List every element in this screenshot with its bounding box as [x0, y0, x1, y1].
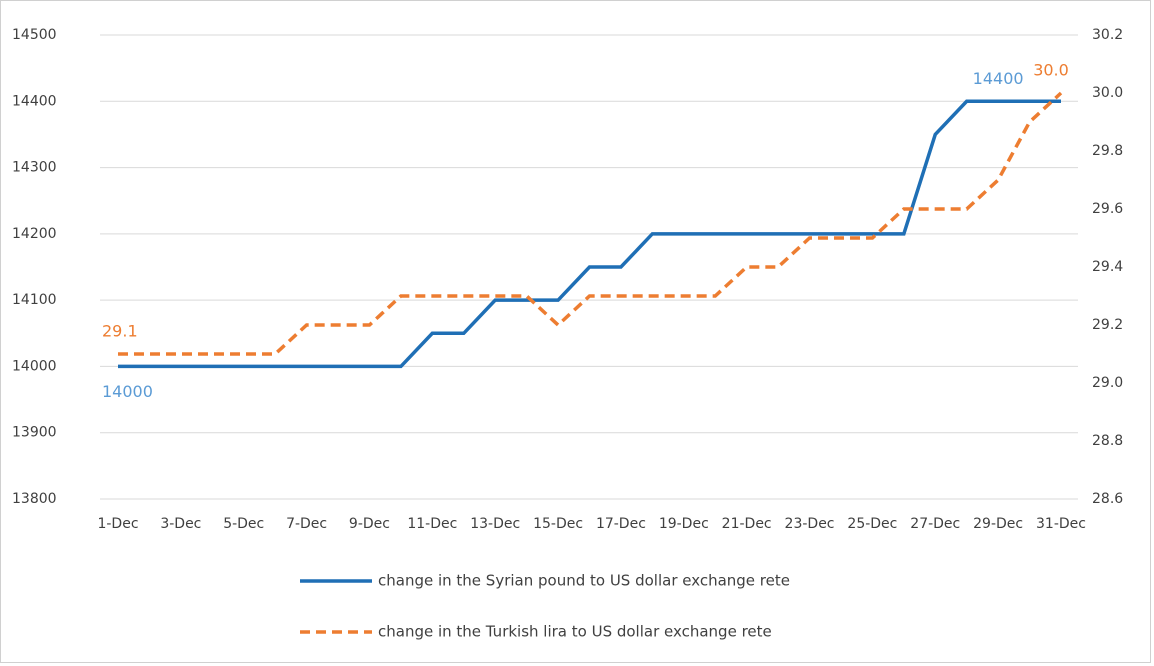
data-label: 14000 — [102, 382, 153, 401]
x-tick-label: 29-Dec — [973, 516, 1023, 532]
x-tick-label: 11-Dec — [407, 516, 457, 532]
y2-tick-label: 30.2 — [1092, 27, 1123, 43]
y2-tick-label: 29.4 — [1092, 259, 1123, 275]
y-tick-label: 14200 — [12, 226, 57, 242]
x-tick-label: 7-Dec — [286, 516, 327, 532]
data-label: 30.0 — [1033, 61, 1069, 80]
y-tick-label: 14100 — [12, 292, 57, 308]
x-tick-label: 27-Dec — [910, 516, 960, 532]
y2-tick-label: 30.0 — [1092, 85, 1123, 101]
x-tick-label: 17-Dec — [596, 516, 646, 532]
y2-tick-label: 29.2 — [1092, 317, 1123, 333]
y-tick-label: 14400 — [12, 93, 57, 109]
y-tick-label: 13900 — [12, 425, 57, 441]
y2-tick-label: 28.6 — [1092, 491, 1123, 507]
y-tick-label: 14000 — [12, 358, 57, 374]
data-label: 29.1 — [102, 322, 138, 341]
data-label: 14400 — [973, 69, 1024, 88]
x-tick-label: 15-Dec — [533, 516, 583, 532]
x-tick-label: 9-Dec — [349, 516, 390, 532]
x-tick-label: 19-Dec — [659, 516, 709, 532]
x-tick-label: 5-Dec — [223, 516, 264, 532]
legend-label: change in the Syrian pound to US dollar … — [378, 572, 790, 590]
y-tick-label: 14300 — [12, 160, 57, 176]
y2-tick-label: 28.8 — [1092, 433, 1123, 449]
y-tick-label: 13800 — [12, 491, 57, 507]
x-tick-label: 13-Dec — [470, 516, 520, 532]
x-tick-label: 1-Dec — [97, 516, 138, 532]
x-tick-label: 25-Dec — [847, 516, 897, 532]
y2-tick-label: 29.6 — [1092, 201, 1123, 217]
y2-tick-label: 29.0 — [1092, 375, 1123, 391]
x-tick-label: 21-Dec — [722, 516, 772, 532]
series-line — [118, 91, 1063, 356]
y2-tick-label: 29.8 — [1092, 143, 1123, 159]
series-line — [118, 99, 1061, 369]
x-tick-label: 31-Dec — [1036, 516, 1086, 532]
y-tick-label: 14500 — [12, 27, 57, 43]
x-tick-label: 23-Dec — [785, 516, 835, 532]
legend-label: change in the Turkish lira to US dollar … — [378, 623, 772, 641]
x-tick-label: 3-Dec — [160, 516, 201, 532]
